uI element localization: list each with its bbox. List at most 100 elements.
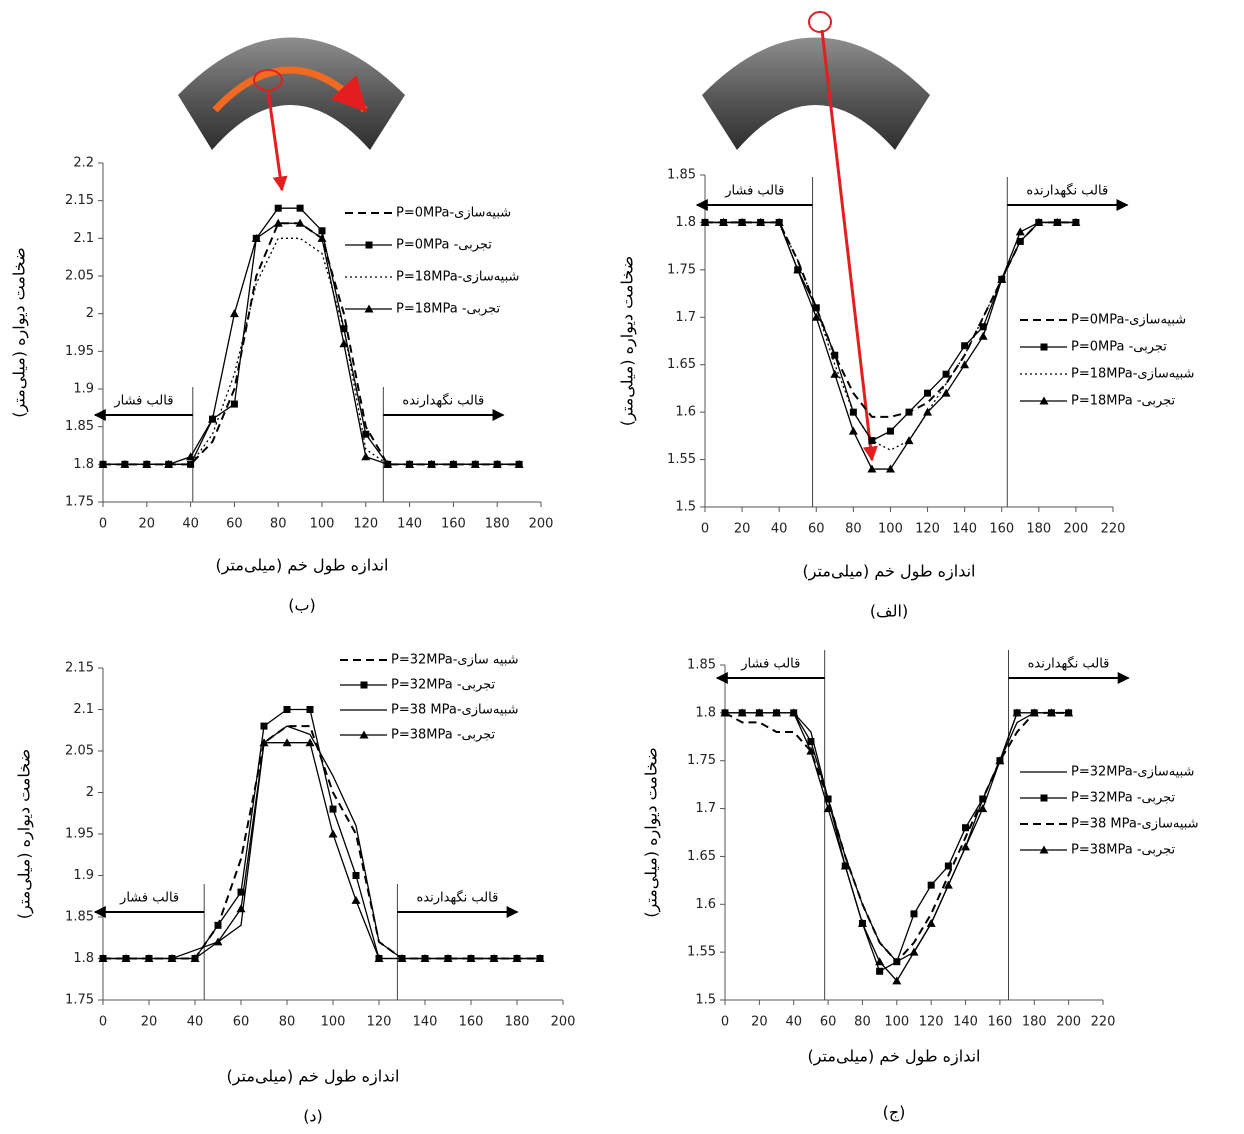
marker-triangle [926,918,936,927]
marker-square [868,437,876,445]
y-tick-label: 2.05 [65,744,94,759]
x-tick-label: 0 [99,517,107,532]
x-axis-label: اندازه طول خم (میلی‌متر) [226,1067,399,1087]
series-line [705,221,1076,442]
marker-square [187,460,195,468]
marker-triangle [1039,396,1049,405]
y-tick-label: 2 [86,785,94,800]
marker-triangle [236,904,246,913]
legend-label: تجربی- P=38MPa [391,728,496,743]
y-tick-label: 2.1 [73,702,94,717]
chart: 1.5 1.55 1.6 1.65 1.7 1.75 1.8 1.85 0 20 40 60 80 100… [618,168,1195,621]
marker-triangle [167,954,177,962]
y-tick-label: 1.8 [675,215,696,230]
die-label: قالب فشار [740,657,800,672]
legend-label: تجربی- P=0MPa [1071,340,1167,355]
y-tick-label: 2 [86,306,94,321]
series-line [103,222,520,466]
y-tick-label: 1.75 [687,753,716,768]
marker-triangle [295,218,305,227]
marker-triangle [190,954,200,962]
chart: 1.5 1.55 1.6 1.65 1.7 1.75 1.8 1.85 0 20 40 60 80 100… [642,650,1199,1123]
marker-triangle [213,937,223,946]
y-tick-label: 2.15 [65,193,94,208]
marker-triangle [466,954,476,962]
x-tick-label: 160 [441,517,466,532]
x-tick-label: 140 [413,1015,438,1030]
marker-triangle [867,464,877,473]
die-label: قالب نگهدارنده [1026,183,1108,199]
legend-label: شبیه‌سازی-P=0MPa [396,206,511,221]
x-tick-label: 0 [701,522,709,537]
marker-triangle [1046,708,1056,717]
y-tick-label: 1.9 [73,382,94,397]
marker-triangle [208,414,217,423]
marker-square [362,430,370,438]
marker-triangle [830,369,840,378]
marker-triangle [885,464,895,473]
x-tick-label: 220 [1101,522,1126,537]
caption: (د) [303,1107,323,1126]
marker-triangle [144,954,154,962]
die-label: قالب نگهدارنده [417,890,499,906]
x-tick-label: 200 [551,1015,576,1030]
x-axis-label: اندازه طول خم (میلی‌متر) [807,1047,980,1067]
legend-label: شبیه‌سازی-P=18MPa [1071,367,1194,382]
x-tick-label: 60 [808,522,825,537]
marker-triangle [943,880,953,889]
pipe-photo-left [178,37,405,192]
marker-triangle [806,746,816,755]
series-line [103,708,540,960]
marker-triangle [186,452,196,461]
y-tick-label: 2.1 [73,231,94,246]
x-tick-label: 20 [141,1015,158,1030]
marker-triangle [719,217,729,226]
y-tick-label: 1.5 [675,500,696,515]
marker-square [214,921,222,929]
marker-triangle [492,459,502,468]
y-tick-label: 1.75 [65,993,94,1008]
marker-square [237,888,245,896]
marker-triangle [793,265,803,274]
x-tick-label: 120 [367,1015,392,1030]
x-tick-label: 100 [310,517,335,532]
x-tick-label: 220 [1091,1015,1116,1030]
marker-triangle [489,954,499,962]
x-tick-label: 200 [1063,522,1088,537]
y-axis-label: ضخامت دیواره (میلی‌متر) [10,247,30,417]
marker-triangle [427,459,436,468]
y-tick-label: 1.8 [73,457,94,472]
y-tick-label: 1.95 [65,344,94,359]
x-tick-label: 80 [845,522,862,537]
chart: 1.75 1.8 1.85 1.9 1.95 2 2.05 2.1 2.15 0 20 40 60 80 1… [15,653,576,1126]
y-tick-label: 2.05 [65,269,94,284]
x-tick-label: 60 [226,517,243,532]
y-tick-label: 1.75 [65,495,94,510]
legend-label: شبیه‌سازی-P=38 MPa [1071,817,1199,832]
marker-triangle [282,738,292,747]
marker-triangle [1071,217,1081,226]
legend-label: تجربی- P=32MPa [391,678,496,693]
marker-triangle [383,459,393,468]
marker-square [318,227,326,235]
legend-label: شبیه‌سازی-P=0MPa [1071,313,1186,328]
marker-triangle [98,954,108,962]
marker-triangle [923,407,933,416]
caption: (ب) [288,596,316,615]
x-tick-label: 0 [721,1015,729,1030]
x-tick-label: 140 [397,517,422,532]
marker-triangle [1052,217,1062,226]
marker-triangle [142,459,152,468]
marker-triangle [328,829,338,838]
series-line [725,712,1069,982]
marker-triangle [121,954,131,962]
marker-square [260,722,268,730]
marker-square [365,241,373,249]
marker-triangle [892,976,902,985]
marker-square [927,881,935,889]
legend-label: تجربی- P=18MPa [396,302,501,317]
x-tick-label: 180 [485,517,510,532]
die-label: قالب فشار [724,184,784,199]
x-axis-label: اندازه طول خم (میلی‌متر) [215,556,388,576]
